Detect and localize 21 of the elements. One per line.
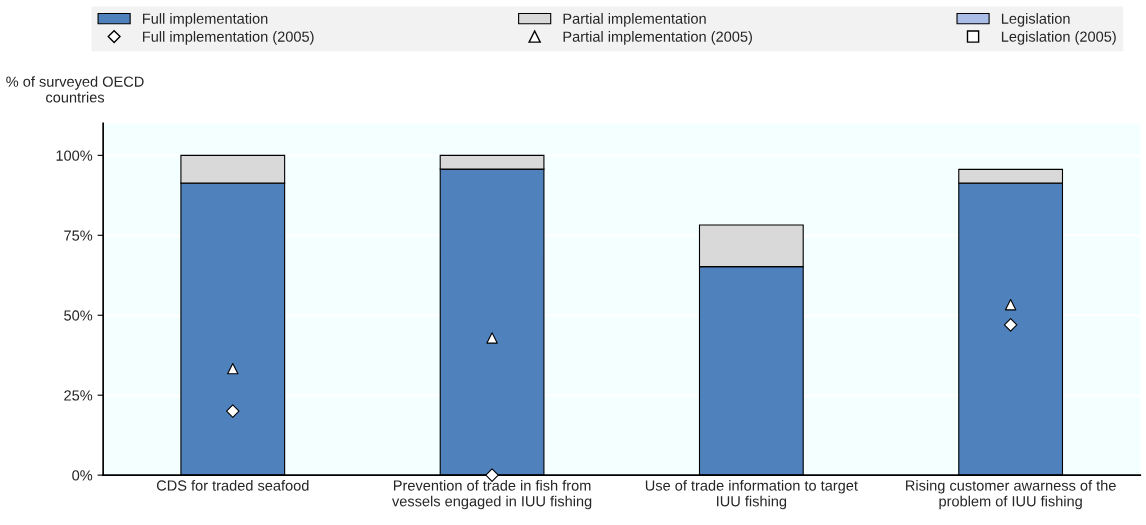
y-tick-label: 50% xyxy=(64,310,93,321)
y-tick-label: 75% xyxy=(64,230,93,241)
y-tick-label: 100% xyxy=(56,150,93,161)
x-tick-label: CDS for traded seafood xyxy=(156,479,309,491)
y-tick-label: 25% xyxy=(64,390,93,401)
x-tick-label: Use of trade information to target IUU fishing xyxy=(645,479,858,510)
x-tick-label: Rising customer awarness of the problem of IUU fishing xyxy=(906,479,1116,510)
point xyxy=(1004,298,1017,311)
legend-label: Partial implementation xyxy=(563,13,706,27)
point xyxy=(1003,318,1018,332)
y-axis-title: % of surveyed OECD countries xyxy=(6,76,144,103)
legend-label: Full implementation xyxy=(143,13,268,27)
x-tick-label: Prevention of trade in fish from vessels engaged in IUU fishing xyxy=(392,479,592,510)
y-tick-label: 0% xyxy=(72,470,93,481)
legend-label: Legislation xyxy=(1001,13,1070,27)
point xyxy=(227,362,239,375)
point xyxy=(486,332,498,344)
legend-label: Legislation (2005) xyxy=(1001,31,1116,45)
legend-label: Full implementation (2005) xyxy=(143,31,314,45)
legend-label: Partial implementation (2005) xyxy=(563,31,752,45)
point xyxy=(226,404,240,418)
